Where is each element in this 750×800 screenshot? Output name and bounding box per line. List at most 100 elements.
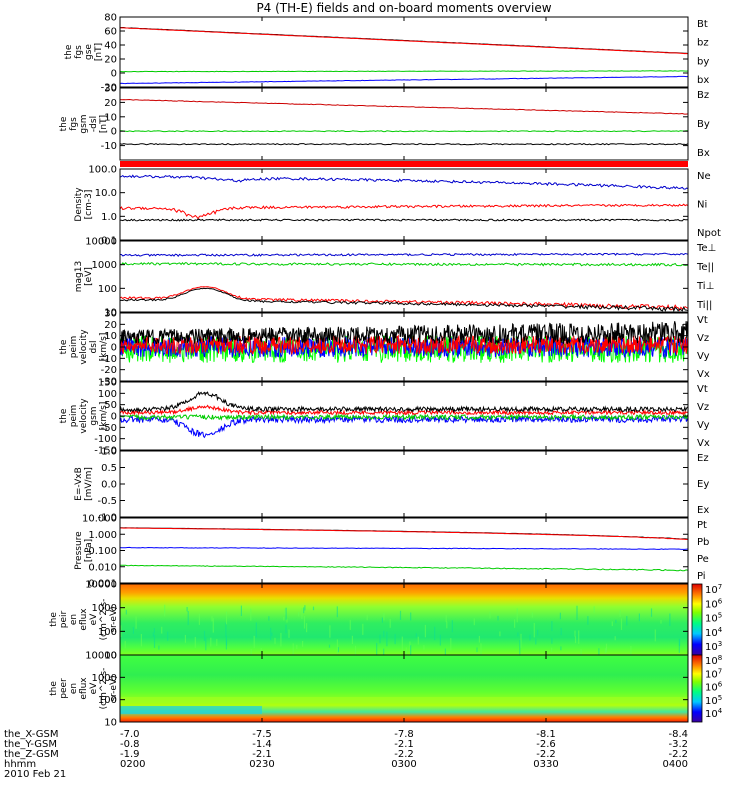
series-Vy bbox=[119, 413, 689, 422]
ytick-label: -100 bbox=[94, 434, 117, 445]
legend-Pe: Pe bbox=[697, 554, 709, 565]
colorbar-tick: 108 bbox=[705, 654, 722, 667]
ytick-label: -10 bbox=[101, 354, 117, 365]
footer-label-x_gsm: the_X-GSM bbox=[4, 729, 58, 740]
ylabel-line: velocity bbox=[79, 398, 89, 434]
ylabel-line: (cm^2-s- bbox=[99, 668, 109, 710]
ytick-label: 1.000 bbox=[88, 530, 117, 541]
ytick-label: 40 bbox=[104, 41, 117, 52]
series-Pi bbox=[119, 564, 689, 572]
legend-bz: bz bbox=[697, 38, 709, 49]
footer-value-x_gsm: -7.0 bbox=[120, 729, 140, 740]
ylabel-line: velocity bbox=[79, 329, 89, 365]
footer-date: 2010 Feb 21 bbox=[4, 769, 66, 780]
legend-Ne: Ne bbox=[697, 171, 711, 182]
footer-value-x_gsm: -7.5 bbox=[252, 729, 272, 740]
ylabel-line: E=-VxB bbox=[74, 467, 84, 501]
legend-Ni: Ni bbox=[697, 200, 707, 211]
footer-value-z_gsm: -2.1 bbox=[252, 749, 272, 760]
legend-Vz: Vz bbox=[697, 402, 709, 413]
legend-Ey: Ey bbox=[697, 479, 709, 490]
ylabel-line: fgs bbox=[69, 117, 79, 131]
ylabel-line: [eV] bbox=[84, 267, 94, 286]
series-Pt bbox=[120, 527, 689, 540]
ytick-label: -10 bbox=[101, 141, 117, 152]
ylabel-line: (cm^2-s- bbox=[99, 599, 109, 641]
legend-Npot: Npot bbox=[697, 228, 721, 239]
panel-frame-peim-velocity-gsm bbox=[119, 381, 689, 451]
ytick-label: 10 bbox=[104, 112, 117, 123]
legend-By: By bbox=[697, 119, 710, 130]
footer-value-y_gsm: -2.1 bbox=[394, 739, 414, 750]
ylabel-line: eflux bbox=[79, 677, 89, 700]
ytick-label: -20 bbox=[101, 365, 117, 376]
ytick-label: 10000 bbox=[85, 237, 117, 248]
ytick-label: 10 bbox=[104, 718, 117, 729]
footer-value-z_gsm: -2.2 bbox=[668, 749, 688, 760]
ytick-label: 1000 bbox=[92, 603, 117, 614]
footer-value-x_gsm: -8.4 bbox=[668, 729, 688, 740]
ytick-label: 0.0 bbox=[101, 480, 117, 491]
footer-label-y_gsm: the_Y-GSM bbox=[4, 739, 57, 750]
ylabel-line: [cm-3] bbox=[84, 190, 94, 220]
series-Ne bbox=[119, 203, 689, 220]
footer-value-y_gsm: -2.6 bbox=[536, 739, 556, 750]
legend-Vt: Vt bbox=[697, 315, 708, 326]
ytick-label: 20 bbox=[104, 98, 117, 109]
legend-Vy: Vy bbox=[697, 351, 710, 362]
ytick-label: 10 bbox=[104, 331, 117, 342]
ylabel-line: [nPa] bbox=[84, 539, 94, 562]
footer-value-z_gsm: -1.9 bbox=[120, 749, 140, 760]
ylabel-line: [nT] bbox=[94, 43, 104, 61]
ylabel-line: eV bbox=[89, 682, 99, 695]
footer-value-y_gsm: -1.4 bbox=[252, 739, 272, 750]
legend-Ti||: Ti|| bbox=[696, 300, 712, 311]
series-Bz bbox=[119, 98, 689, 115]
series-Te-par bbox=[119, 287, 689, 313]
ylabel-line: gsm bbox=[79, 114, 89, 133]
ylabel-line: [km/s] bbox=[99, 402, 109, 431]
ytick-label: 30 bbox=[104, 309, 117, 320]
separator-band bbox=[120, 161, 688, 167]
ytick-label: -20 bbox=[101, 83, 117, 94]
legend-Pb: Pb bbox=[697, 537, 709, 548]
colorbar-tick: 104 bbox=[705, 626, 723, 639]
colorbar-tick: 103 bbox=[705, 640, 722, 653]
colorbar-tick: 105 bbox=[705, 612, 722, 625]
ytick-label: 0.1 bbox=[101, 236, 117, 247]
series-Vt bbox=[119, 390, 689, 414]
series-Pe bbox=[119, 546, 689, 550]
footer-value-time: 0200 bbox=[120, 759, 145, 770]
ylabel-line: en bbox=[69, 614, 79, 625]
ytick-label: 0 bbox=[111, 127, 117, 138]
legend-Bt: Bt bbox=[697, 19, 708, 30]
footer-value-time: 0330 bbox=[533, 759, 558, 770]
footer-value-y_gsm: -3.2 bbox=[668, 739, 688, 750]
footer-value-x_gsm: -7.8 bbox=[394, 729, 414, 740]
series-bz bbox=[120, 27, 689, 55]
ytick-label: 0.5 bbox=[101, 463, 117, 474]
ytick-label: 100 bbox=[98, 695, 117, 706]
ytick-label: 0 bbox=[111, 69, 117, 80]
ylabel-line: peer bbox=[59, 678, 69, 699]
colorbar-tick: 105 bbox=[705, 694, 722, 707]
colorbar-tick: 106 bbox=[705, 597, 723, 610]
colorbar-tick: 106 bbox=[705, 681, 723, 694]
series-Ti-par bbox=[119, 261, 688, 267]
ytick-label: 10 bbox=[104, 651, 117, 662]
series-Vx bbox=[119, 414, 689, 439]
panel-frame-efield bbox=[119, 450, 689, 518]
legend-Bx: Bx bbox=[697, 148, 710, 159]
ytick-label: 10000 bbox=[85, 580, 117, 591]
series-Vz bbox=[119, 404, 689, 417]
series-Ti-perp bbox=[120, 252, 689, 257]
ylabel-line: the bbox=[64, 44, 74, 59]
footer-label-z_gsm: the_Z-GSM bbox=[4, 749, 59, 760]
ylabel-line: -dsl bbox=[89, 116, 99, 132]
ylabel-line: the bbox=[59, 116, 69, 131]
legend-Te⊥: Te⊥ bbox=[696, 243, 716, 254]
ylabel-line: Pressure bbox=[74, 531, 84, 570]
ytick-label: 150 bbox=[98, 378, 117, 389]
series-By bbox=[120, 130, 688, 133]
